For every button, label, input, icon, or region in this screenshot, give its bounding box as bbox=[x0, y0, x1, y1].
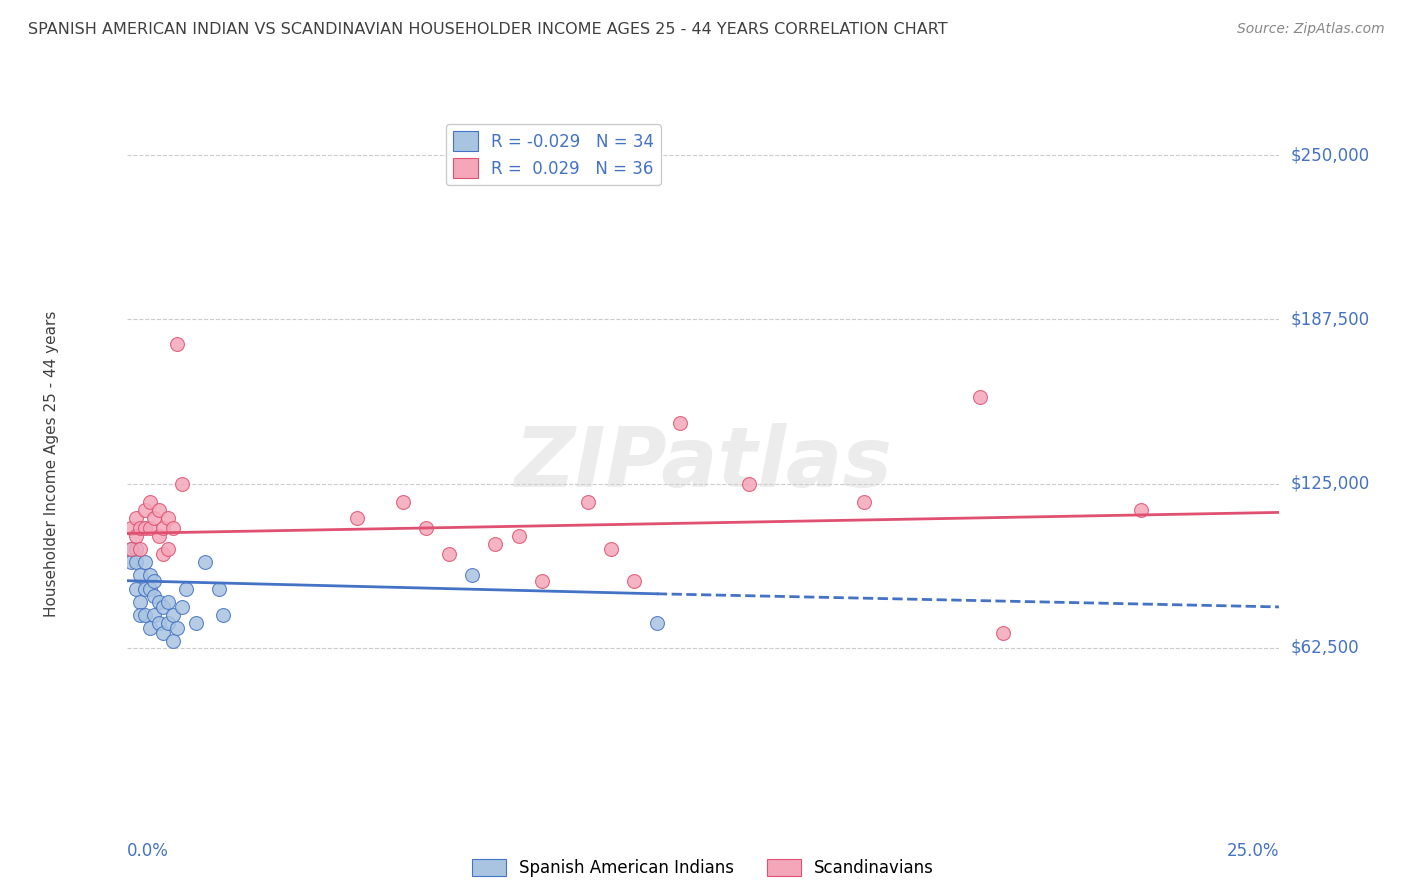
Point bbox=[138, 568, 160, 582]
Point bbox=[392, 495, 415, 509]
Point bbox=[143, 510, 166, 524]
Point bbox=[125, 542, 148, 557]
Point bbox=[143, 607, 166, 622]
Point bbox=[176, 582, 198, 596]
Text: Householder Income Ages 25 - 44 years: Householder Income Ages 25 - 44 years bbox=[44, 310, 59, 617]
Point bbox=[415, 521, 437, 535]
Point bbox=[134, 582, 156, 596]
Point bbox=[212, 607, 235, 622]
Point bbox=[157, 542, 180, 557]
Point bbox=[157, 595, 180, 609]
Point bbox=[162, 607, 184, 622]
Legend: Spanish American Indians, Scandinavians: Spanish American Indians, Scandinavians bbox=[465, 852, 941, 884]
Point bbox=[669, 416, 692, 430]
Point bbox=[152, 521, 174, 535]
Point bbox=[129, 607, 152, 622]
Point bbox=[346, 510, 368, 524]
Point bbox=[439, 548, 461, 562]
Point bbox=[148, 529, 170, 543]
Text: 25.0%: 25.0% bbox=[1227, 842, 1279, 860]
Point bbox=[1130, 503, 1153, 517]
Point bbox=[148, 503, 170, 517]
Point bbox=[125, 582, 148, 596]
Point bbox=[129, 542, 152, 557]
Point bbox=[853, 495, 876, 509]
Point bbox=[530, 574, 553, 588]
Point bbox=[461, 568, 484, 582]
Point bbox=[969, 390, 991, 404]
Point bbox=[120, 555, 142, 569]
Point bbox=[170, 476, 193, 491]
Point bbox=[138, 521, 160, 535]
Point bbox=[134, 521, 156, 535]
Point bbox=[148, 615, 170, 630]
Text: 0.0%: 0.0% bbox=[127, 842, 169, 860]
Point bbox=[157, 615, 180, 630]
Point bbox=[170, 599, 193, 614]
Legend: R = -0.029   N = 34, R =  0.029   N = 36: R = -0.029 N = 34, R = 0.029 N = 36 bbox=[446, 124, 661, 185]
Point bbox=[162, 634, 184, 648]
Point bbox=[138, 582, 160, 596]
Point bbox=[194, 555, 217, 569]
Point bbox=[623, 574, 645, 588]
Point bbox=[645, 615, 668, 630]
Text: $187,500: $187,500 bbox=[1291, 310, 1369, 328]
Point bbox=[576, 495, 599, 509]
Point bbox=[125, 555, 148, 569]
Point bbox=[208, 582, 231, 596]
Point bbox=[184, 615, 207, 630]
Point bbox=[738, 476, 761, 491]
Point bbox=[129, 521, 152, 535]
Text: $250,000: $250,000 bbox=[1291, 146, 1369, 164]
Point bbox=[166, 621, 188, 635]
Point bbox=[134, 607, 156, 622]
Text: $62,500: $62,500 bbox=[1291, 639, 1360, 657]
Text: $125,000: $125,000 bbox=[1291, 475, 1369, 492]
Point bbox=[143, 590, 166, 604]
Point bbox=[599, 542, 621, 557]
Point bbox=[157, 510, 180, 524]
Point bbox=[152, 599, 174, 614]
Point bbox=[125, 510, 148, 524]
Point bbox=[125, 529, 148, 543]
Point bbox=[152, 548, 174, 562]
Point bbox=[129, 595, 152, 609]
Point bbox=[148, 595, 170, 609]
Point bbox=[134, 555, 156, 569]
Point bbox=[134, 503, 156, 517]
Point bbox=[143, 574, 166, 588]
Point bbox=[508, 529, 530, 543]
Point bbox=[120, 521, 142, 535]
Text: ZIPatlas: ZIPatlas bbox=[515, 424, 891, 504]
Point bbox=[120, 542, 142, 557]
Text: SPANISH AMERICAN INDIAN VS SCANDINAVIAN HOUSEHOLDER INCOME AGES 25 - 44 YEARS CO: SPANISH AMERICAN INDIAN VS SCANDINAVIAN … bbox=[28, 22, 948, 37]
Point bbox=[152, 626, 174, 640]
Point bbox=[991, 626, 1014, 640]
Point bbox=[166, 337, 188, 351]
Point bbox=[484, 537, 506, 551]
Point bbox=[162, 521, 184, 535]
Point bbox=[120, 542, 142, 557]
Point bbox=[138, 495, 160, 509]
Point bbox=[129, 568, 152, 582]
Point bbox=[138, 621, 160, 635]
Text: Source: ZipAtlas.com: Source: ZipAtlas.com bbox=[1237, 22, 1385, 37]
